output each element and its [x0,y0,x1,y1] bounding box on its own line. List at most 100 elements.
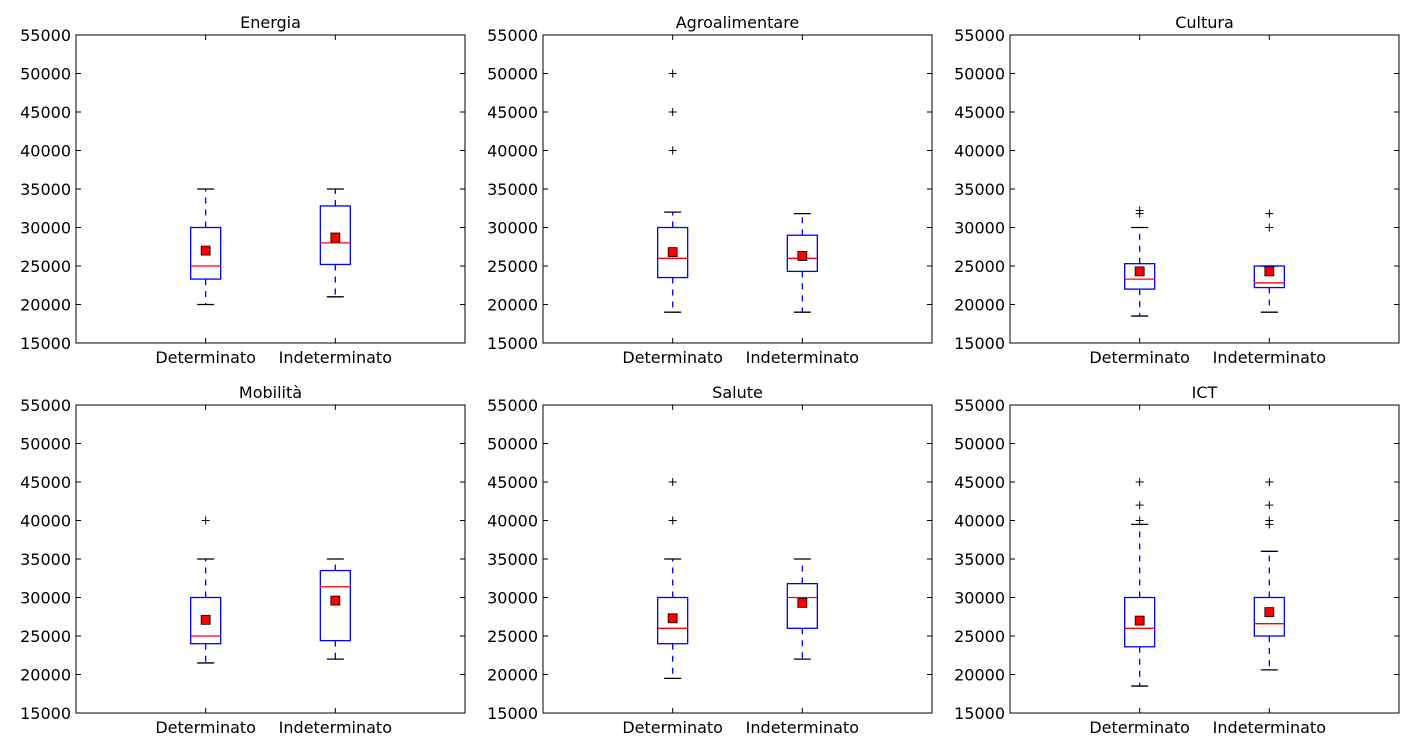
outlier-marker [1135,501,1144,510]
outlier-marker [1265,501,1274,510]
subplot-4: Mobilità 15000 20000 25000 30000 35000 40000 45… [20,383,466,737]
box-indeterminato: Indeterminato [279,405,392,737]
box-indeterminato: Indeterminato [279,35,392,367]
x-tick-label: Determinato [155,718,256,737]
y-tick-label: 25000 [487,627,538,646]
subplot-3: Cultura 15000 20000 25000 30000 35000 40000 450… [954,13,1400,367]
x-tick-label: Indeterminato [279,718,392,737]
outlier-marker [1135,478,1144,486]
y-tick-label: 50000 [487,65,538,84]
y-tick-label: 25000 [20,257,71,276]
x-tick-label: Indeterminato [746,348,859,367]
y-tick-label: 55000 [487,396,538,415]
x-tick-label: Indeterminato [1213,718,1326,737]
y-tick-label: 30000 [487,219,538,238]
iqr-box [190,596,222,645]
y-tick-label: 50000 [487,435,538,454]
y-tick-label: 35000 [20,550,71,569]
subplot-2: Agroalimentare 15000 20000 25000 30000 35000 4… [487,13,933,367]
y-tick-label: 35000 [487,180,538,199]
y-tick-label: 35000 [487,550,538,569]
y-tick-label: 15000 [20,704,71,723]
iqr-box [1124,596,1156,648]
box-indeterminato: Indeterminato [1213,35,1326,367]
y-tick-label: 30000 [954,589,1005,608]
iqr-box [319,205,351,266]
iqr-box [1253,265,1285,289]
y-tick-label: 20000 [954,296,1005,315]
y-tick-label: 15000 [487,704,538,723]
subplot-5: Salute 15000 20000 25000 30000 35000 40000 4500… [487,383,933,737]
axes-frame [1009,34,1400,344]
y-tick-label: 45000 [954,103,1005,122]
box-determinato: Determinato [1089,405,1190,737]
x-tick-label: Determinato [155,348,256,367]
y-tick-label: 40000 [20,512,71,531]
subplot-title: Mobilità [239,383,302,402]
y-tick-label: 55000 [20,396,71,415]
y-tick-label: 20000 [20,666,71,685]
y-tick-label: 25000 [954,627,1005,646]
y-tick-label: 45000 [20,103,71,122]
outlier-marker [668,69,677,78]
outlier-marker [1265,223,1274,232]
y-tick-label: 40000 [487,142,538,161]
y-tick-label: 40000 [20,142,71,161]
axes-frame [1009,404,1400,714]
y-tick-label: 35000 [954,550,1005,569]
y-tick-label: 40000 [954,512,1005,531]
y-tick-label: 25000 [487,257,538,276]
y-tick-label: 55000 [487,26,538,45]
box-determinato: Determinato [622,35,723,367]
axes-frame [75,34,466,344]
mean-marker [200,245,211,256]
mean-marker [797,597,808,608]
y-tick-label: 20000 [487,296,538,315]
y-tick-label: 25000 [20,627,71,646]
outlier-marker [1265,516,1274,525]
subplot-title: Energia [240,13,301,32]
box-determinato: Determinato [155,405,256,737]
y-tick-label: 40000 [487,512,538,531]
outlier-marker [1135,206,1144,215]
y-tick-label: 45000 [487,473,538,492]
subplot-title: ICT [1192,383,1218,402]
y-tick-label: 30000 [20,219,71,238]
x-tick-label: Indeterminato [1213,348,1326,367]
mean-marker [797,251,808,261]
y-tick-label: 50000 [20,435,71,454]
y-tick-label: 45000 [954,473,1005,492]
subplot-title: Salute [712,383,763,402]
mean-marker [1264,607,1275,618]
iqr-box [657,226,689,279]
y-tick-label: 30000 [20,589,71,608]
y-tick-label: 15000 [487,334,538,353]
iqr-box [786,582,818,629]
outlier-marker [201,516,210,525]
mean-marker [1134,615,1145,626]
axes-frame [75,404,466,714]
iqr-box [1124,263,1156,290]
y-tick-label: 25000 [954,257,1005,276]
y-tick-label: 55000 [20,26,71,45]
subplot-title: Agroalimentare [676,13,800,32]
y-tick-label: 35000 [20,180,71,199]
x-tick-label: Indeterminato [279,348,392,367]
subplot-1: Energia 15000 20000 25000 30000 35000 40000 450… [20,13,466,367]
axes-frame [542,404,933,714]
mean-marker [1134,266,1145,277]
y-tick-label: 40000 [954,142,1005,161]
outlier-marker [668,478,677,486]
outlier-marker [668,146,677,155]
x-tick-label: Determinato [622,718,723,737]
x-tick-label: Indeterminato [746,718,859,737]
mean-marker [200,614,211,625]
box-determinato: Determinato [1089,35,1190,367]
box-indeterminato: Indeterminato [1213,405,1326,737]
x-tick-label: Determinato [1089,718,1190,737]
mean-marker [330,232,341,243]
outlier-marker [1265,209,1274,218]
outlier-marker [1265,478,1274,486]
y-tick-label: 45000 [487,103,538,122]
